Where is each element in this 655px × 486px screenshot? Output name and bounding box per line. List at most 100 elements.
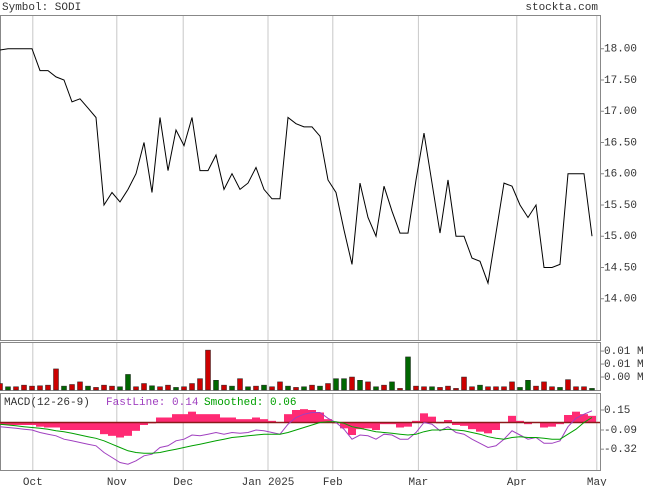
macd-histogram-bar — [164, 417, 172, 423]
y-tick-label: 15.50 — [604, 200, 637, 212]
volume-bar — [21, 384, 27, 391]
volume-bar — [61, 385, 67, 391]
volume-bar — [157, 386, 163, 391]
volume-bar — [37, 385, 43, 391]
x-tick-label: May — [587, 477, 607, 486]
volume-bar — [509, 381, 515, 391]
macd-histogram-bar — [564, 415, 572, 423]
macd-histogram-bar — [516, 420, 524, 423]
macd-label: Smoothed: 0.06 — [204, 397, 296, 409]
volume-bar — [565, 379, 571, 391]
volume-bar — [205, 349, 211, 391]
y-tick-label: 14.50 — [604, 262, 637, 274]
volume-bar — [373, 386, 379, 391]
y-tick-label: 0.01 M — [604, 346, 644, 358]
y-tick-label: 0.00 M — [604, 372, 644, 384]
volume-bar — [261, 384, 267, 391]
y-tick-label: 16.00 — [604, 169, 637, 181]
macd-histogram-bar — [468, 422, 476, 430]
macd-histogram-bar — [420, 413, 428, 423]
macd-histogram-bar — [308, 410, 316, 423]
macd-histogram-bar — [132, 422, 140, 431]
macd-histogram-bar — [548, 422, 556, 427]
y-tick-label: 16.50 — [604, 137, 637, 149]
volume-bar — [189, 383, 195, 391]
macd-histogram-bar — [260, 419, 268, 423]
volume-bar — [573, 386, 579, 391]
volume-bar — [301, 386, 307, 391]
volume-bar — [429, 386, 435, 391]
macd-histogram-bar — [28, 422, 36, 425]
volume-bar — [317, 385, 323, 391]
macd-histogram-bar — [172, 414, 180, 423]
macd-histogram-bar — [412, 420, 420, 423]
macd-histogram-bar — [52, 422, 60, 428]
volume-bar — [173, 387, 179, 391]
macd-histogram-bar — [116, 422, 124, 438]
volume-bar — [69, 384, 75, 391]
y-tick-label: 0.01 M — [604, 359, 644, 371]
volume-bar — [85, 385, 91, 391]
volume-bar — [101, 384, 107, 391]
volume-bar — [413, 385, 419, 391]
volume-bar — [349, 376, 355, 391]
macd-histogram-bar — [4, 422, 12, 425]
macd-histogram-bar — [292, 410, 300, 423]
macd-label: MACD(12-26-9) — [4, 397, 90, 409]
volume-bar — [405, 356, 411, 391]
macd-histogram-bar — [124, 422, 132, 436]
macd-histogram-bar — [244, 419, 252, 423]
volume-bar — [381, 384, 387, 391]
volume-bar — [93, 387, 99, 391]
volume-bar — [533, 385, 539, 391]
x-tick-label: Mar — [408, 477, 428, 486]
macd-histogram-bar — [44, 422, 52, 428]
volume-bar — [293, 387, 299, 391]
source: stockta.com — [525, 2, 598, 14]
volume-bar — [181, 386, 187, 391]
macd-histogram-bar — [428, 416, 436, 423]
volume-bar — [341, 378, 347, 391]
volume-bar — [493, 386, 499, 391]
macd-histogram-bar — [20, 422, 28, 425]
volume-bar — [445, 385, 451, 391]
volume-bar — [277, 381, 283, 391]
panel-frame — [0, 342, 601, 391]
macd-histogram-bar — [60, 422, 68, 430]
volume-bar — [365, 381, 371, 391]
macd-histogram-bar — [188, 411, 196, 423]
macd-histogram-bar — [0, 422, 4, 425]
macd-histogram-bar — [284, 414, 292, 423]
macd-histogram-bar — [340, 422, 348, 429]
volume-bar — [29, 385, 35, 391]
volume-bar — [421, 386, 427, 391]
macd-histogram-bar — [220, 417, 228, 423]
volume-bar — [501, 386, 507, 391]
volume-bar — [485, 386, 491, 391]
y-tick-label: 15.00 — [604, 231, 637, 243]
y-tick-label: 18.00 — [604, 44, 637, 56]
macd-line — [0, 410, 593, 465]
volume-bar — [77, 381, 83, 391]
macd-histogram-bar — [388, 422, 396, 425]
macd-histogram-bar — [100, 422, 108, 435]
volume-bar — [45, 384, 51, 391]
volume-bar — [213, 380, 219, 391]
volume-bar — [389, 381, 395, 391]
macd-histogram-bar — [212, 414, 220, 423]
volume-bar — [469, 386, 475, 391]
volume-bar — [541, 381, 547, 391]
volume-bar — [437, 387, 443, 391]
volume-bar — [549, 386, 555, 391]
volume-bar — [461, 376, 467, 391]
volume-bar — [125, 374, 131, 391]
y-tick-label: -0.09 — [604, 425, 637, 437]
macd-histogram-bar — [348, 422, 356, 435]
macd-label: FastLine: 0.14 — [106, 397, 199, 409]
macd-histogram-bar — [140, 422, 148, 425]
volume-bar — [53, 368, 59, 391]
y-tick-label: 0.15 — [604, 405, 630, 417]
x-tick-label: Jan 2025 — [242, 477, 295, 486]
volume-bar — [453, 388, 459, 391]
